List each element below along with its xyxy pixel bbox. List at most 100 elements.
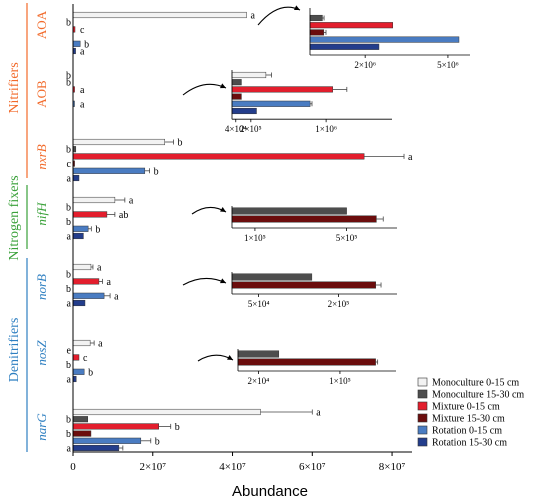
- legend-swatch: [417, 377, 428, 387]
- arrow-head: [220, 207, 226, 212]
- inset-bar: [231, 207, 347, 215]
- significance-letter: c: [80, 25, 85, 36]
- significance-letter: a: [129, 196, 134, 207]
- significance-letter: a: [97, 263, 102, 274]
- significance-letter: a: [114, 291, 119, 302]
- gene-label-nosz: nosZ: [34, 340, 49, 366]
- arrow-curve: [197, 354, 234, 362]
- inset-tick-label: 1×10⁵: [329, 376, 351, 386]
- inset-bar: [231, 281, 376, 289]
- inset-bar: [231, 107, 257, 115]
- significance-letter-left: b: [66, 145, 71, 156]
- significance-letter: b: [155, 436, 160, 447]
- inset-bar: [309, 14, 323, 22]
- significance-letter: b: [84, 39, 89, 50]
- inset-tick-label: 1×10⁶: [315, 124, 337, 134]
- legend-label: Monoculture 15-30 cm: [432, 390, 524, 401]
- significance-letter-left: a: [67, 444, 72, 455]
- inset-tick-label: 2×10⁵: [328, 299, 350, 309]
- gene-label-aob: AOB: [34, 80, 49, 108]
- legend-label: Rotation 0-15 cm: [432, 426, 502, 437]
- legend-swatch: [417, 437, 428, 447]
- significance-letter-left: a: [67, 299, 72, 310]
- inset-bar: [231, 79, 242, 86]
- inset-tick-label: 2×10⁵: [240, 124, 262, 134]
- bar-nosz: [72, 368, 85, 375]
- group-label: Nitrifiers: [7, 62, 22, 113]
- inset-tick-label: 5×10⁵: [336, 233, 358, 243]
- arrow-curve: [182, 277, 227, 286]
- inset-tick-label: 1×10⁵: [244, 233, 266, 243]
- significance-letter-left: b: [66, 18, 71, 29]
- significance-letter: b: [154, 166, 159, 177]
- bar-nifh: [72, 211, 108, 218]
- significance-letter-left: b: [66, 78, 71, 89]
- x-axis-title: Abundance: [232, 483, 308, 500]
- inset-tick-label: 5×10⁶: [437, 60, 459, 70]
- significance-letter-left: b: [66, 284, 71, 295]
- bar-nxrb: [72, 167, 146, 174]
- inset-aoa: 2×10⁶ 5×10⁶: [257, 5, 470, 70]
- x-tick-label: 0: [70, 461, 76, 473]
- inset-nifh: 1×10⁵ 5×10⁵: [191, 206, 397, 243]
- significance-letter-left: a: [67, 174, 72, 185]
- significance-letter-left: b: [66, 429, 71, 440]
- significance-letter: a: [80, 47, 85, 58]
- significance-letter: a: [80, 85, 85, 96]
- gene-labels: AOA AOB nxrB nifH norB nosZ narG: [34, 10, 49, 440]
- legend-swatch: [417, 389, 428, 399]
- inset-tick-label: 2×10⁴: [248, 376, 270, 386]
- gene-label-nxrb: nxrB: [34, 144, 49, 169]
- significance-letter: b: [175, 422, 180, 433]
- inset-bar: [309, 43, 380, 50]
- bar-narg: [72, 437, 142, 444]
- x-axis: 0 2×10⁷ 4×10⁷ 6×10⁷ 8×10⁷: [70, 4, 412, 473]
- legend-label: Monoculture 0-15 cm: [432, 378, 519, 389]
- bar-nxrb: [72, 138, 165, 146]
- bar-nosz: [72, 354, 80, 361]
- significance-letter: a: [98, 339, 103, 350]
- bar-nxrb: [72, 153, 365, 160]
- significance-letter-left: b: [66, 203, 71, 214]
- bar-nifh: [72, 232, 84, 240]
- significance-letter-left: b: [66, 360, 71, 371]
- legend-label: Mixture 0-15 cm: [432, 402, 500, 413]
- significance-letter-left: e: [67, 346, 72, 357]
- inset-nosz: 2×10⁴ 1×10⁵: [197, 349, 396, 386]
- significance-letter: b: [88, 367, 93, 378]
- inset-tick-label: 5×10⁴: [248, 299, 270, 309]
- inset-bar: [309, 29, 325, 36]
- significance-letter-left: c: [67, 159, 72, 170]
- bar-narg: [72, 423, 159, 430]
- bar-norb: [72, 299, 86, 307]
- bar-narg: [72, 430, 92, 437]
- legend-swatch: [417, 413, 428, 423]
- bar-norb: [72, 263, 92, 271]
- arrow-head: [220, 278, 226, 284]
- significance-letter-left: b: [66, 71, 71, 82]
- bar-narg: [72, 416, 89, 423]
- x-tick-label: 8×10⁷: [379, 461, 406, 473]
- significance-letter: a: [316, 408, 321, 419]
- inset-bar: [309, 36, 460, 43]
- legend-swatch: [417, 401, 428, 411]
- significance-letter: a: [408, 152, 413, 163]
- arrow-curve: [182, 83, 227, 96]
- inset-bar: [231, 273, 313, 281]
- arrow-curve: [257, 6, 301, 26]
- significance-letter: b: [178, 138, 183, 149]
- inset-bar: [231, 100, 311, 107]
- arrow-head: [294, 5, 300, 11]
- significance-letter: a: [107, 277, 112, 288]
- inset-bar: [231, 93, 242, 100]
- bar-norb: [72, 292, 105, 299]
- bar-nxrb: [72, 174, 80, 182]
- significance-letter: a: [250, 11, 255, 22]
- significance-letter-left: a: [67, 232, 72, 243]
- bar-nifh: [72, 225, 89, 232]
- x-tick-label: 4×10⁷: [219, 461, 246, 473]
